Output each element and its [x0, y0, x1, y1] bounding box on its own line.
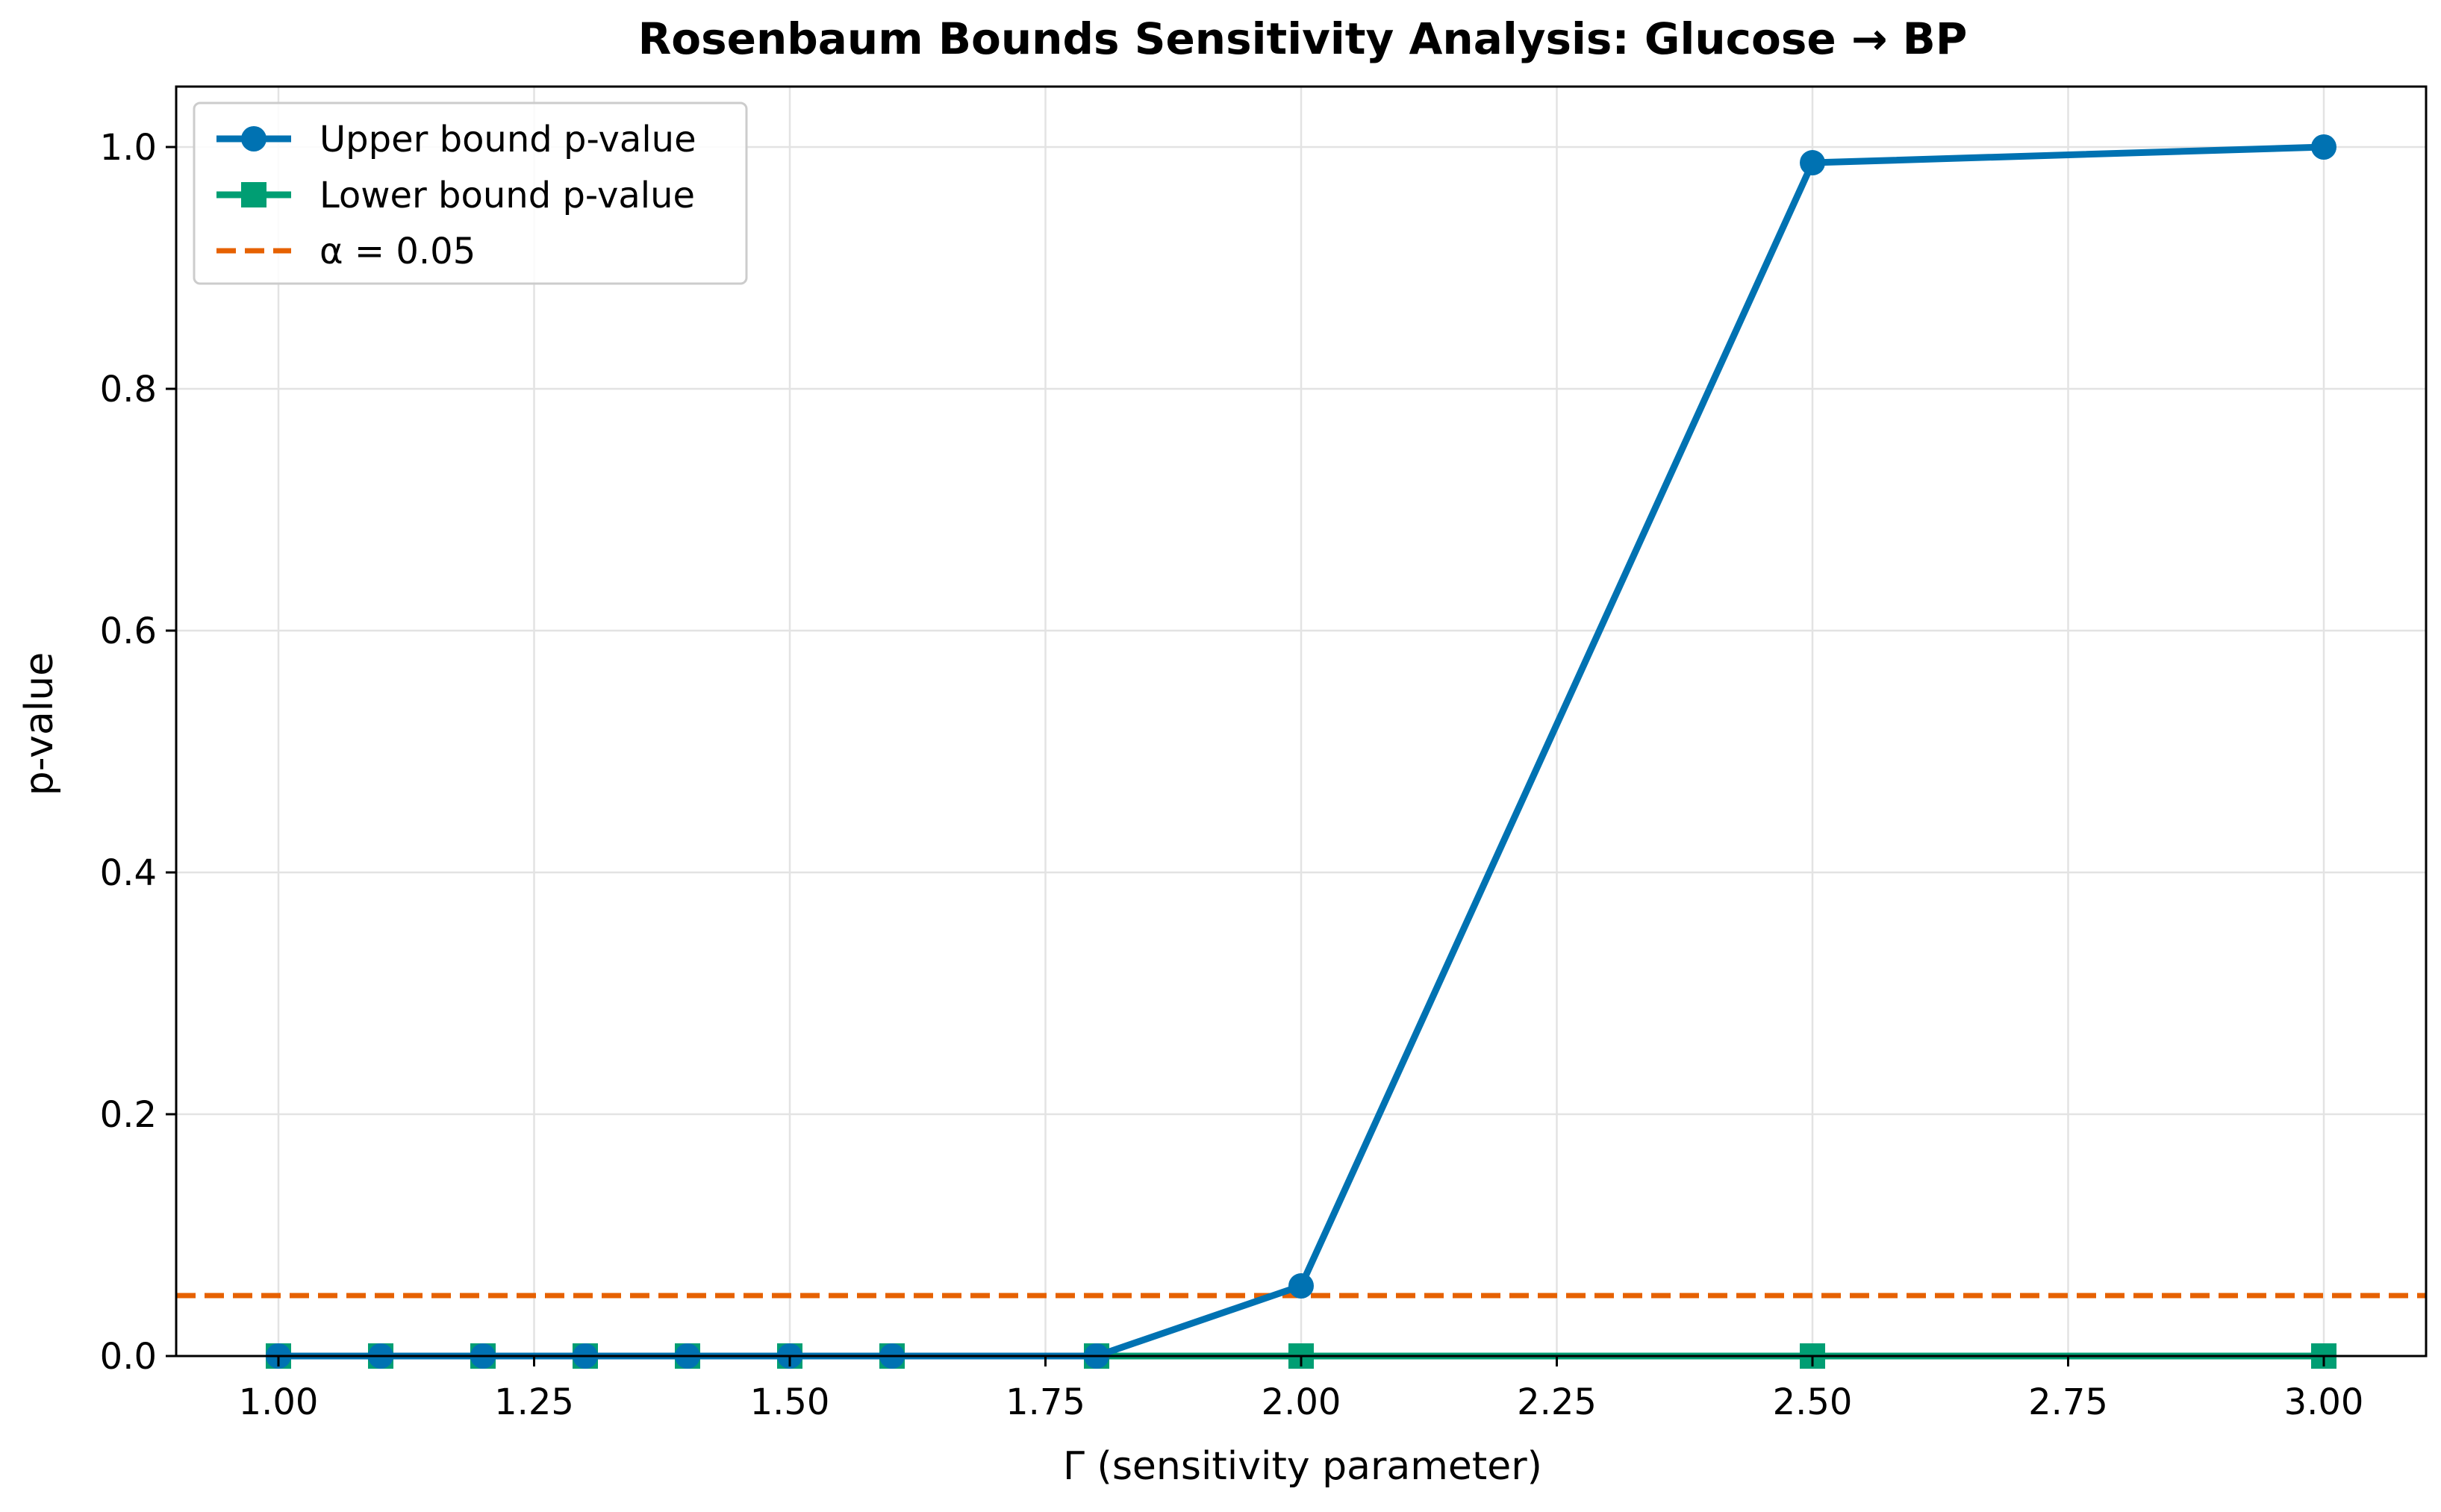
chart-title: Rosenbaum Bounds Sensitivity Analysis: G… [638, 13, 1968, 64]
x-tick-label: 2.75 [2028, 1381, 2108, 1423]
legend-marker [241, 182, 266, 207]
legend-label: Upper bound p-value [319, 119, 696, 160]
x-tick-label: 2.50 [1773, 1381, 1853, 1423]
upper-bound-point [1800, 150, 1825, 176]
legend-label: α = 0.05 [319, 231, 476, 272]
legend-box [193, 101, 748, 285]
upper-bound-point [2311, 134, 2336, 160]
y-tick-label: 0.8 [100, 369, 157, 410]
y-tick-label: 1.0 [100, 127, 157, 169]
x-tick-label: 1.50 [750, 1381, 830, 1423]
x-tick-label: 2.00 [1262, 1381, 1341, 1423]
x-axis-label: Γ (sensitivity parameter) [1063, 1444, 1542, 1489]
y-axis-label: p-value [17, 652, 62, 796]
upper-bound-point [1288, 1273, 1314, 1299]
x-tick-label: 1.75 [1006, 1381, 1085, 1423]
legend-alpha: α = 0.05 [216, 231, 476, 272]
legend: Upper bound p-value Lower bound p-value α … [193, 101, 748, 285]
axis-ticks: 1.00 1.25 1.50 1.75 2.00 2.25 2.50 2.75 3.00 0.0 0… [100, 127, 2364, 1423]
y-tick-label: 0.4 [100, 852, 157, 894]
x-tick-label: 1.00 [239, 1381, 319, 1423]
y-tick-label: 0.2 [100, 1094, 157, 1136]
legend-lower-bound: Lower bound p-value [216, 175, 695, 216]
legend-marker [241, 126, 266, 151]
legend-upper-bound: Upper bound p-value [216, 119, 696, 160]
x-tick-label: 3.00 [2284, 1381, 2364, 1423]
x-tick-label: 2.25 [1517, 1381, 1597, 1423]
legend-items: Upper bound p-value Lower bound p-value α … [216, 119, 696, 272]
y-tick-label: 0.6 [100, 610, 157, 652]
x-tick-label: 1.25 [494, 1381, 574, 1423]
legend-label: Lower bound p-value [319, 175, 695, 216]
y-tick-label: 0.0 [100, 1336, 157, 1378]
